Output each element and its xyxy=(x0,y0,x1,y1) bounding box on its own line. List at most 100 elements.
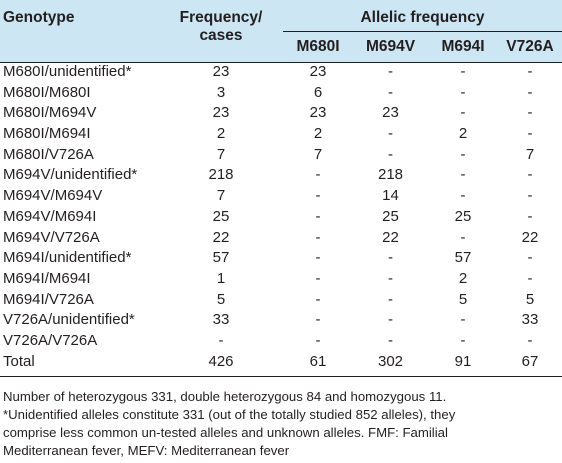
table-row: M680I/V726A 7 7 - - 7 xyxy=(0,145,562,166)
frequency-cell: 2 xyxy=(216,125,226,143)
allele-m694i-cell: 5 xyxy=(458,290,468,308)
allele-m694v-cell: 23 xyxy=(382,104,399,122)
allele-v726a-cell: - xyxy=(527,207,533,225)
allele-v726a-cell: - xyxy=(527,187,533,205)
allele-m680i-cell: 23 xyxy=(309,104,327,122)
allele-m694v-cell: - xyxy=(388,311,393,329)
header-frequency-line1: Frequency/ xyxy=(179,9,263,26)
frequency-cell: 1 xyxy=(216,269,226,287)
frequency-cell: 23 xyxy=(212,63,230,80)
total-row: Total 426 61 302 91 67 xyxy=(0,352,562,373)
allele-m694v-cell: - xyxy=(388,63,393,80)
allele-m680i-cell: 6 xyxy=(313,83,323,101)
allele-m694i-cell: - xyxy=(460,311,466,329)
allele-v726a-cell: - xyxy=(527,269,533,287)
header-allele-3: M694I xyxy=(441,38,485,55)
header-frequency: Frequency/ cases xyxy=(178,9,264,45)
header-subdivider xyxy=(283,31,562,32)
footnote-line: comprise less common un-tested alleles a… xyxy=(3,425,448,440)
footnote-line: *Unidentified alleles constitute 331 (ou… xyxy=(3,407,456,422)
allele-m680i-cell: - xyxy=(315,187,321,205)
allele-v726a-cell: - xyxy=(527,125,533,143)
frequency-cell: 426 xyxy=(208,352,234,370)
allele-v726a-cell: 5 xyxy=(525,290,535,308)
table-row: M694I/V726A 5 - - 5 5 xyxy=(0,290,562,311)
header-genotype: Genotype xyxy=(3,9,75,26)
genotype-cell: V726A/V726A xyxy=(3,331,98,349)
allele-m694i-cell: - xyxy=(460,145,466,163)
frequency-cell: 7 xyxy=(216,187,226,205)
table-row: M680I/unidentified* 23 23 - - - xyxy=(0,62,562,83)
frequency-cell: 5 xyxy=(216,290,226,308)
header-allele-1: M680I xyxy=(296,38,340,55)
genotype-cell: M694I/M694I xyxy=(3,269,91,287)
genotype-cell: M680I/M680I xyxy=(3,83,91,101)
table-row: V726A/unidentified* 33 - - - 33 xyxy=(0,310,562,331)
genotype-cell: M694I/V726A xyxy=(3,290,94,308)
allele-m694i-cell: - xyxy=(460,83,466,101)
genotype-cell: M680I/V726A xyxy=(3,145,94,163)
table-row: M694V/unidentified* 218 - 218 - - xyxy=(0,165,562,186)
allele-v726a-cell: 33 xyxy=(521,311,539,329)
table-body: M680I/unidentified* 23 23 - - - M680I/M6… xyxy=(0,62,562,372)
allele-m694v-cell: 22 xyxy=(382,228,399,246)
allele-m694i-cell: - xyxy=(460,104,466,122)
table-row: V726A/V726A - - - - - xyxy=(0,331,562,352)
allele-m694v-cell: - xyxy=(388,269,393,287)
allele-m680i-cell: 2 xyxy=(313,125,323,143)
allele-m694i-cell: - xyxy=(460,187,466,205)
allele-v726a-cell: - xyxy=(527,331,533,349)
frequency-cell: 25 xyxy=(212,207,230,225)
allele-m680i-cell: - xyxy=(315,207,321,225)
allele-m694i-cell: 25 xyxy=(454,207,472,225)
allele-m694i-cell: - xyxy=(460,63,466,80)
table-row: M694V/M694V 7 - 14 - - xyxy=(0,186,562,207)
allele-m680i-cell: - xyxy=(315,228,321,246)
allele-m694i-cell: - xyxy=(460,228,466,246)
allele-m694v-cell: - xyxy=(388,83,393,101)
frequency-cell: 3 xyxy=(216,83,226,101)
header-allele-4: V726A xyxy=(506,38,554,55)
table-row: M694V/M694I 25 - 25 25 - xyxy=(0,207,562,228)
genotype-cell: M694V/V726A xyxy=(3,228,100,246)
allele-m694v-cell: 25 xyxy=(382,207,399,225)
allele-v726a-cell: - xyxy=(527,166,533,184)
allele-m680i-cell: - xyxy=(315,331,321,349)
genotype-cell: Total xyxy=(3,352,35,370)
allele-m694i-cell: 2 xyxy=(458,125,468,143)
table-row: M680I/M694V 23 23 23 - - xyxy=(0,103,562,124)
allele-v726a-cell: - xyxy=(527,104,533,122)
allele-m694v-cell: - xyxy=(388,249,393,267)
allele-v726a-cell: 7 xyxy=(525,145,535,163)
frequency-cell: 33 xyxy=(212,311,230,329)
genotype-cell: M694I/unidentified* xyxy=(3,249,132,267)
table-row: M680I/M680I 3 6 - - - xyxy=(0,83,562,104)
allele-v726a-cell: - xyxy=(527,249,533,267)
allele-m694i-cell: - xyxy=(460,166,466,184)
footnote-line: Number of heterozygous 331, double heter… xyxy=(3,389,447,404)
genotype-cell: M694V/M694V xyxy=(3,187,103,205)
table-row: M694I/unidentified* 57 - - 57 - xyxy=(0,248,562,269)
frequency-cell: - xyxy=(218,331,224,349)
genotype-cell: M694V/unidentified* xyxy=(3,166,138,184)
table-bottom-rule xyxy=(0,376,562,377)
frequency-cell: 23 xyxy=(212,104,230,122)
genotype-cell: M680I/unidentified* xyxy=(3,63,132,80)
allele-m694v-cell: - xyxy=(388,290,393,308)
allele-m694v-cell: - xyxy=(388,145,393,163)
header-bottom-rule xyxy=(0,62,562,63)
allele-m680i-cell: - xyxy=(315,249,321,267)
table-header: Genotype Frequency/ cases Allelic freque… xyxy=(0,0,562,62)
allele-m680i-cell: - xyxy=(315,311,321,329)
genotype-cell: M680I/M694V xyxy=(3,104,97,122)
table-row: M694I/M694I 1 - - 2 - xyxy=(0,269,562,290)
allele-v726a-cell: 22 xyxy=(521,228,539,246)
frequency-cell: 22 xyxy=(212,228,230,246)
genotype-cell: M694V/M694I xyxy=(3,207,97,225)
header-frequency-line2: cases xyxy=(199,27,243,44)
frequency-cell: 57 xyxy=(212,249,230,267)
table-row: M694V/V726A 22 - 22 - 22 xyxy=(0,228,562,249)
genotype-cell: V726A/unidentified* xyxy=(3,311,135,329)
frequency-cell: 7 xyxy=(216,145,226,163)
